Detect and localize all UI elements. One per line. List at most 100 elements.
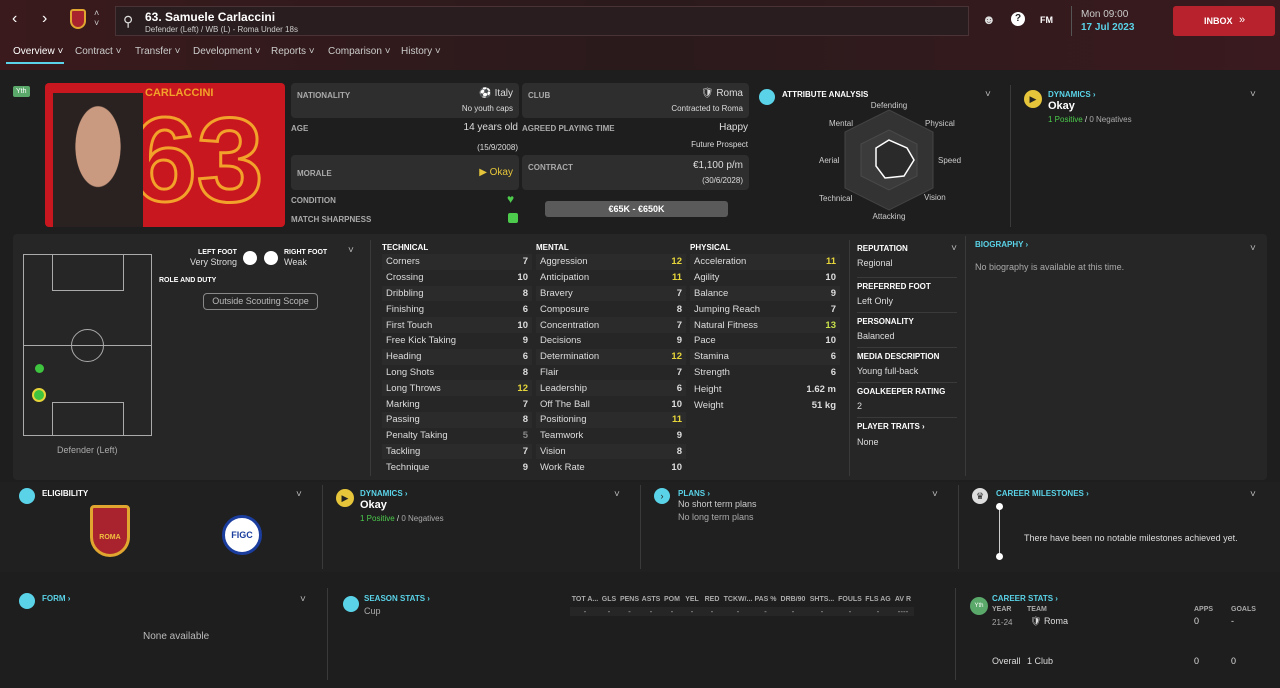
attribute-row[interactable]: Pace 10 xyxy=(690,333,840,349)
chevron-down-icon[interactable]: ˅ xyxy=(1250,489,1256,500)
season-stats-column-header[interactable]: PENS xyxy=(619,596,640,603)
chevron-down-icon[interactable]: ˅ xyxy=(951,243,957,254)
attribute-row[interactable]: Vision 8 xyxy=(536,443,686,460)
season-stats-column-header[interactable]: YEL xyxy=(685,596,699,603)
season-stats-column-header[interactable]: FLS AG xyxy=(865,596,891,603)
chevron-down-icon[interactable]: ˅ xyxy=(985,89,991,100)
player-header[interactable]: ⚲ 63. Samuele Carlaccini Defender (Left)… xyxy=(115,6,969,36)
tab-history[interactable]: History ˅ xyxy=(401,46,441,57)
attribute-row[interactable]: Aggression 12 xyxy=(536,254,686,270)
player-traits-link[interactable]: PLAYER TRAITS › xyxy=(857,422,925,431)
attribute-row[interactable]: Penalty Taking 5 xyxy=(382,428,532,444)
attribute-name: Dribbling xyxy=(386,287,424,299)
attribute-row[interactable]: Long Throws 12 xyxy=(382,380,532,397)
season-stats-column-header[interactable]: POM xyxy=(664,596,680,603)
attribute-row[interactable]: Work Rate 10 xyxy=(536,459,686,475)
chevron-down-icon[interactable]: ˅ xyxy=(296,489,302,500)
chevron-down-icon[interactable]: ˅ xyxy=(614,489,620,500)
attribute-row[interactable]: Jumping Reach 7 xyxy=(690,301,840,317)
career-team[interactable]: 🛡 Roma xyxy=(1030,616,1068,626)
chevron-down-icon[interactable]: ˅ xyxy=(1250,89,1256,100)
attribute-row[interactable]: Decisions 9 xyxy=(536,333,686,349)
club-value[interactable]: 🛡 Roma xyxy=(700,88,743,99)
season-stats-column-header[interactable]: GLS xyxy=(601,596,617,603)
attribute-row[interactable]: Leadership 6 xyxy=(536,380,686,397)
attribute-row[interactable]: Balance 9 xyxy=(690,285,840,302)
morale-box[interactable]: MORALE ▶ Okay xyxy=(291,155,519,190)
season-stats-column-header[interactable]: PAS % xyxy=(754,596,777,603)
attribute-value: 12 xyxy=(671,256,682,268)
attribute-row[interactable]: Off The Ball 10 xyxy=(536,396,686,412)
attribute-row[interactable]: Marking 7 xyxy=(382,396,532,412)
chevron-down-icon[interactable]: ˅ xyxy=(1250,243,1256,254)
tab-transfer[interactable]: Transfer ˅ xyxy=(135,46,181,57)
season-stats-column-header[interactable]: DRB/90 xyxy=(780,596,806,603)
chevron-down-icon[interactable]: ˅ xyxy=(300,594,306,605)
season-stats-column-header[interactable]: ASTS xyxy=(641,596,661,603)
fm-menu-button[interactable]: FM xyxy=(1040,15,1053,25)
attribute-row[interactable]: Natural Fitness 13 xyxy=(690,317,840,333)
search-icon[interactable]: ⚲ xyxy=(123,13,134,29)
chevron-down-icon[interactable]: ˅ xyxy=(932,489,938,500)
season-stats-column-header[interactable]: AV R xyxy=(894,596,912,603)
attribute-row[interactable]: Anticipation 11 xyxy=(536,270,686,286)
form-link[interactable]: FORM › xyxy=(42,594,71,603)
inbox-button[interactable]: INBOX » xyxy=(1173,6,1275,36)
person-icon[interactable]: ☻ xyxy=(982,12,996,27)
attribute-row[interactable]: Free Kick Taking 9 xyxy=(382,333,532,349)
plans-link[interactable]: PLANS › xyxy=(678,489,711,498)
attribute-row[interactable]: Finishing 6 xyxy=(382,301,532,317)
morale-label: MORALE xyxy=(297,169,332,178)
attribute-row[interactable]: Agility 10 xyxy=(690,270,840,286)
attribute-row[interactable]: Concentration 7 xyxy=(536,317,686,333)
club-crest-icon[interactable] xyxy=(70,9,86,29)
attribute-row[interactable]: Tackling 7 xyxy=(382,443,532,460)
transfer-value-tag[interactable]: €65K - €650K xyxy=(545,201,728,217)
contract-box[interactable]: CONTRACT €1,100 p/m (30/6/2028) xyxy=(522,155,749,190)
attribute-row[interactable]: Dribbling 8 xyxy=(382,285,532,302)
attribute-row[interactable]: Acceleration 11 xyxy=(690,254,840,270)
attribute-row[interactable]: Bravery 7 xyxy=(536,285,686,302)
main-position-dot xyxy=(32,388,46,402)
attribute-row[interactable]: Technique 9 xyxy=(382,459,532,475)
attribute-row[interactable]: Corners 7 xyxy=(382,254,532,270)
tab-comparison[interactable]: Comparison ˅ xyxy=(328,46,391,57)
attribute-row[interactable]: Passing 8 xyxy=(382,411,532,428)
divider xyxy=(955,588,956,680)
attribute-row[interactable]: Composure 8 xyxy=(536,301,686,317)
dynamics-link[interactable]: DYNAMICS › xyxy=(360,489,408,498)
tab-overview[interactable]: Overview ˅ xyxy=(13,46,64,57)
season-stats-column-header[interactable]: TOT A... xyxy=(571,596,599,603)
nationality-value[interactable]: ⚽ Italy xyxy=(479,88,513,99)
career-milestones-link[interactable]: CAREER MILESTONES › xyxy=(996,489,1089,498)
help-icon[interactable]: ? xyxy=(1011,12,1025,26)
forward-icon[interactable]: › xyxy=(42,10,48,27)
career-stats-link[interactable]: CAREER STATS › xyxy=(992,594,1058,603)
attribute-row[interactable]: Teamwork 9 xyxy=(536,428,686,444)
attribute-row[interactable]: Strength 6 xyxy=(690,365,840,381)
tab-contract[interactable]: Contract ˅ xyxy=(75,46,122,57)
attribute-row[interactable]: Flair 7 xyxy=(536,365,686,381)
back-icon[interactable]: ‹ xyxy=(12,10,18,27)
scouting-scope-button[interactable]: Outside Scouting Scope xyxy=(203,293,318,310)
attribute-row[interactable]: Heading 6 xyxy=(382,348,532,365)
season-stats-column-header[interactable]: RED xyxy=(704,596,720,603)
attribute-row[interactable]: Positioning 11 xyxy=(536,411,686,428)
dynamics-link[interactable]: DYNAMICS › xyxy=(1048,90,1096,99)
tab-reports[interactable]: Reports ˅ xyxy=(271,46,315,57)
season-stats-link[interactable]: SEASON STATS › xyxy=(364,594,430,603)
attribute-row[interactable]: Determination 12 xyxy=(536,348,686,365)
player-switch-icon[interactable]: ˄ ˅ xyxy=(94,8,100,28)
attribute-row[interactable]: Crossing 10 xyxy=(382,270,532,286)
dynamics-icon: ▶ xyxy=(336,489,354,507)
current-date[interactable]: 17 Jul 2023 xyxy=(1081,22,1135,33)
attribute-row[interactable]: Long Shots 8 xyxy=(382,365,532,381)
chevron-down-icon[interactable]: ˅ xyxy=(348,245,354,256)
season-stats-column-header[interactable]: FOULS xyxy=(838,596,862,603)
attribute-row[interactable]: Stamina 6 xyxy=(690,348,840,365)
tab-development[interactable]: Development ˅ xyxy=(193,46,261,57)
attribute-row[interactable]: First Touch 10 xyxy=(382,317,532,333)
season-stats-column-header[interactable]: TCKW/... xyxy=(723,596,753,603)
season-stats-column-header[interactable]: SHTS... xyxy=(809,596,835,603)
biography-link[interactable]: BIOGRAPHY › xyxy=(975,240,1029,249)
